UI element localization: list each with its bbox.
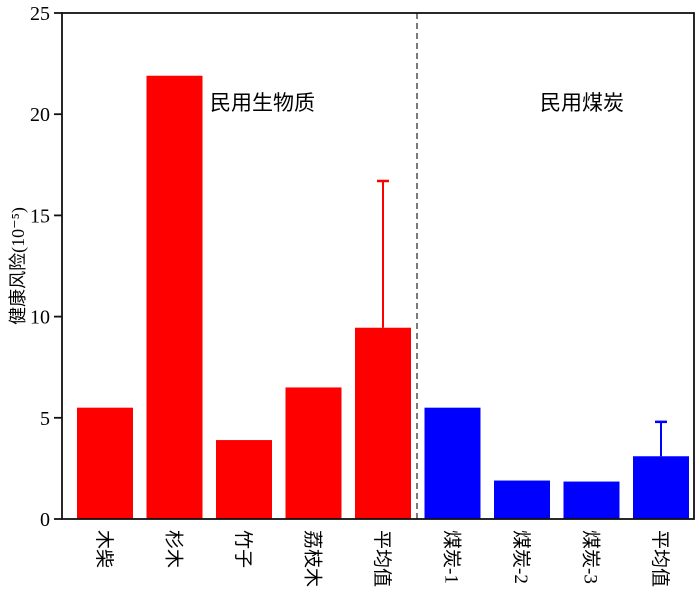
x-tick-label: 平均值 [371, 530, 393, 587]
bar-6 [424, 407, 481, 519]
group-label-coal: 民用煤炭 [540, 91, 624, 115]
x-tick-label: 竹子 [232, 530, 254, 568]
y-tick-label: 20 [30, 104, 50, 126]
x-tick-label: 平均值 [649, 530, 671, 587]
y-tick-label: 25 [30, 3, 50, 25]
bar-5 [355, 327, 411, 519]
y-tick-label: 15 [30, 205, 50, 227]
bar-3 [216, 440, 272, 519]
x-tick-label: 煤炭-2 [510, 530, 532, 584]
x-axis-labels: 木柴 杉木 竹子 荔枝木 平均值 煤炭-1 煤炭-2 煤炭-3 平均值 [93, 530, 671, 587]
y-tick-label: 5 [40, 408, 50, 430]
y-tick-label: 0 [40, 509, 50, 531]
plot-frame [61, 12, 695, 520]
y-axis: 0 5 10 15 20 25 [30, 3, 62, 531]
bar-2 [146, 75, 203, 519]
bar-9 [633, 456, 689, 519]
x-tick-label: 荔枝木 [302, 530, 324, 587]
bar-8 [563, 481, 620, 519]
bar-4 [285, 387, 342, 519]
group-label-biomass: 民用生物质 [210, 91, 315, 115]
x-tick-label: 木柴 [93, 530, 115, 568]
bar-1 [77, 407, 133, 519]
error-bars-layer [377, 179, 667, 457]
bars-layer [77, 75, 689, 519]
y-axis-title: 健康风险(10⁻⁵) [8, 207, 29, 325]
bar-7 [494, 480, 550, 519]
x-tick-label: 杉木 [163, 530, 185, 568]
x-tick-label: 煤炭-1 [441, 530, 463, 584]
x-tick-label: 煤炭-3 [580, 530, 602, 584]
y-tick-label: 10 [30, 307, 50, 329]
